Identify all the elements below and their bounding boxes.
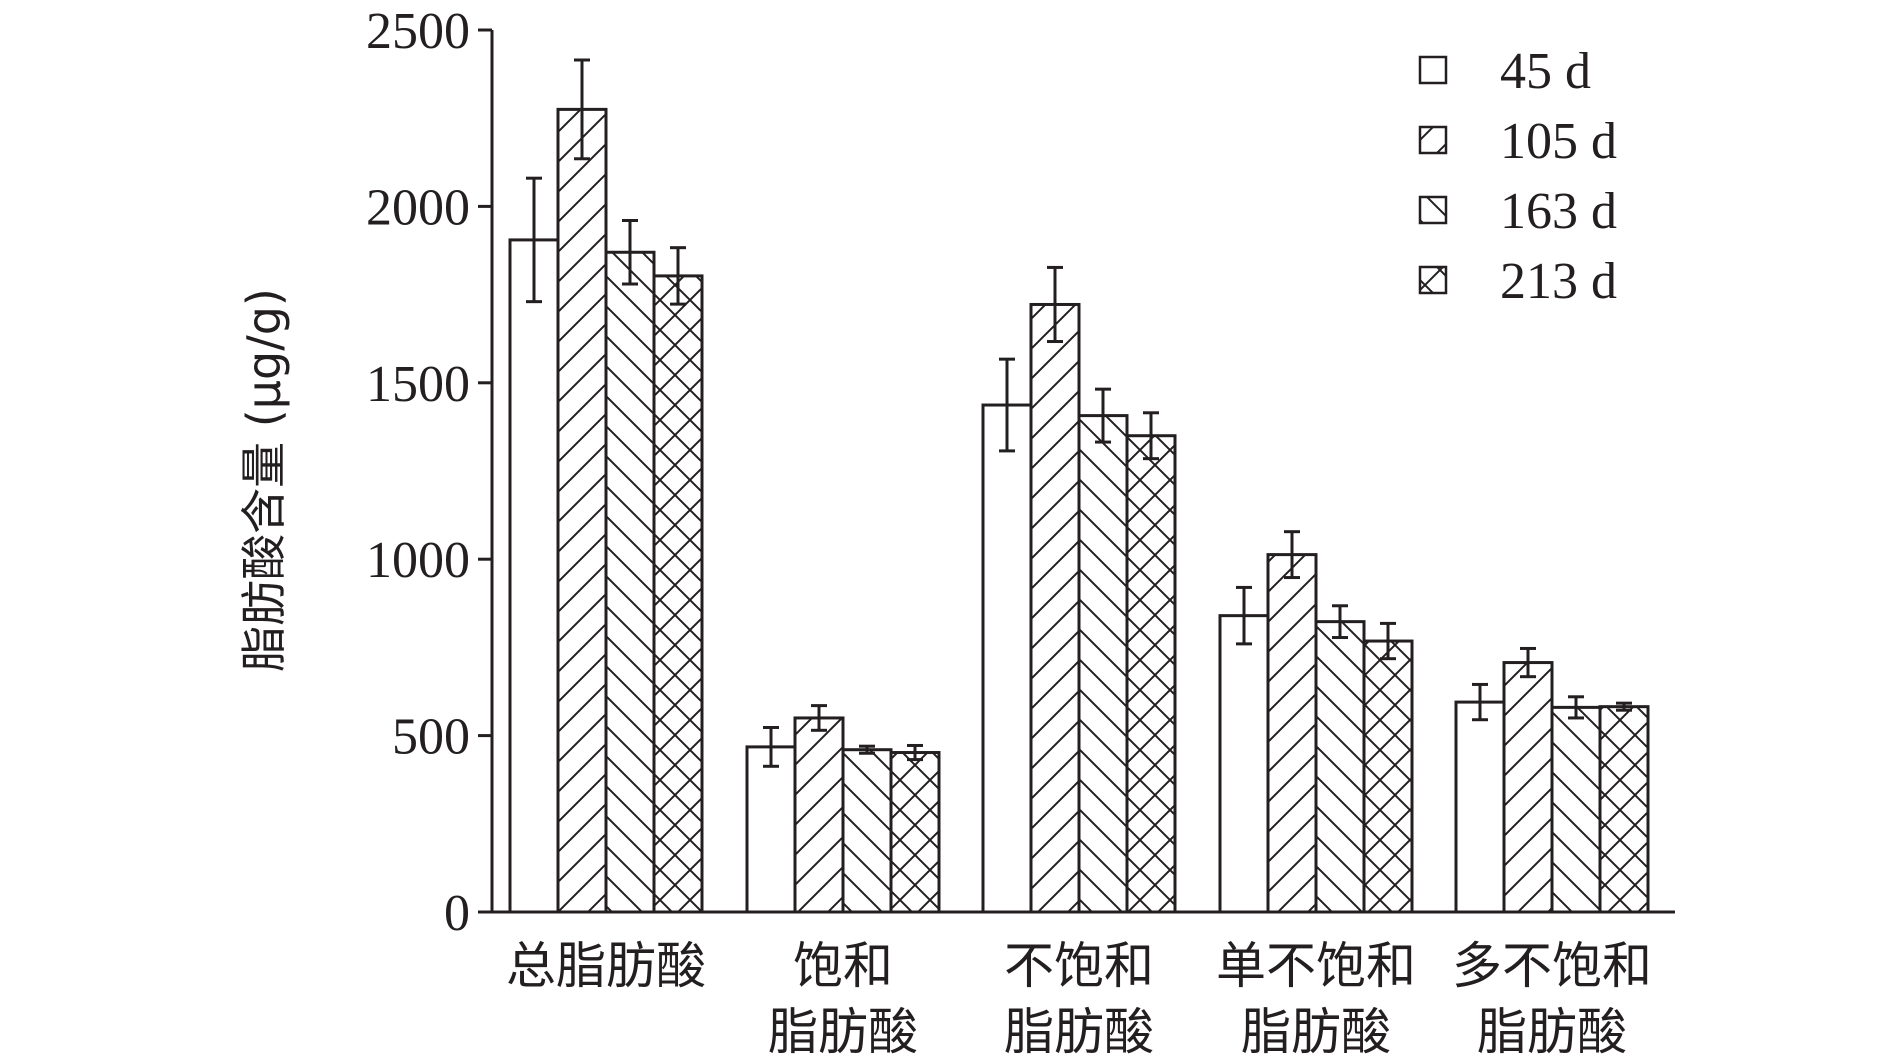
bar (745, 745, 797, 914)
bar (1550, 705, 1602, 914)
legend-swatch (1418, 195, 1448, 225)
x-tick-label: 多不饱和 (1452, 937, 1652, 995)
legend-swatch (1418, 55, 1448, 85)
bar (1029, 302, 1081, 914)
legend-label: 213 d (1500, 253, 1617, 310)
x-tick-label: 脂肪酸 (768, 1003, 918, 1061)
x-tick-label: 脂肪酸 (1241, 1003, 1391, 1061)
bar (889, 751, 941, 914)
bar (556, 107, 608, 914)
bar (1598, 705, 1650, 914)
x-tick-label: 总脂肪酸 (506, 937, 706, 995)
legend-swatch (1418, 265, 1448, 295)
bar (508, 238, 560, 914)
bar (1502, 661, 1554, 914)
y-tick-label: 2500 (366, 3, 470, 60)
bar (1218, 614, 1270, 914)
y-tick-label: 2000 (366, 179, 470, 236)
bar (1362, 639, 1414, 914)
bar (1077, 414, 1129, 914)
legend: 45 d 105 d 163 d 213 d (1418, 43, 1617, 310)
bar (652, 274, 704, 914)
y-tick-label: 0 (444, 885, 470, 942)
axes: 0 500 1000 1500 2000 2500 (366, 3, 1675, 942)
legend-label: 45 d (1500, 43, 1591, 100)
x-tick-label: 单不饱和 (1216, 937, 1416, 995)
legend-label: 163 d (1500, 183, 1617, 240)
bar (841, 748, 893, 914)
bar (981, 403, 1033, 914)
bar (1125, 434, 1177, 914)
legend-label: 105 d (1500, 113, 1617, 170)
bar (1266, 553, 1318, 914)
x-tick-label: 饱和 (793, 937, 893, 995)
y-tick-label: 1500 (366, 356, 470, 413)
y-tick-label: 500 (392, 709, 470, 766)
y-tick-label: 1000 (366, 532, 470, 589)
bar (604, 250, 656, 914)
bar (793, 716, 845, 914)
bar (1314, 620, 1366, 914)
x-tick-label: 脂肪酸 (1477, 1003, 1627, 1061)
x-tick-label: 不饱和 (1004, 937, 1154, 995)
x-tick-label: 脂肪酸 (1004, 1003, 1154, 1061)
y-axis-label: 脂肪酸含量 (μg/g) (237, 288, 291, 672)
legend-swatch (1418, 125, 1448, 155)
bar (1454, 700, 1506, 914)
